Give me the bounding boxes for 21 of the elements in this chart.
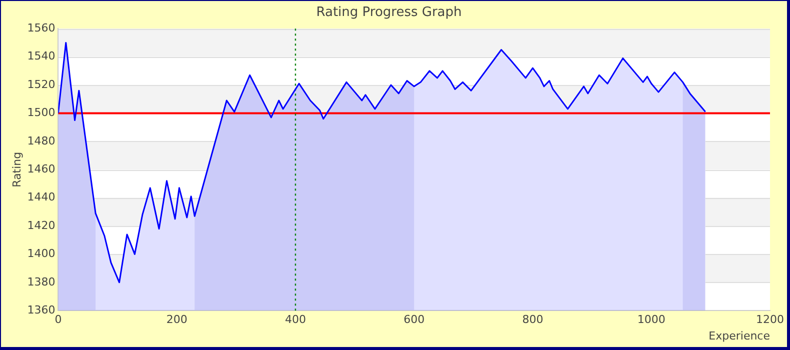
x-tick-label: 600 — [404, 313, 425, 326]
y-tick-label: 1420 — [27, 218, 56, 232]
y-tick-label: 1440 — [27, 190, 56, 204]
y-tick-label: 1480 — [27, 134, 56, 148]
x-tick-label: 1200 — [756, 313, 784, 326]
y-tick-label: 1400 — [27, 247, 56, 260]
x-tick-label: 800 — [522, 313, 544, 326]
x-axis-title: Experience — [708, 329, 770, 342]
x-tick-label: 400 — [284, 313, 306, 326]
x-tick-label: 200 — [166, 313, 188, 326]
y-tick-label: 1540 — [27, 50, 56, 63]
y-tick-label: 1360 — [27, 303, 56, 316]
y-tick-label: 1500 — [27, 106, 56, 120]
y-tick-label: 1560 — [27, 21, 56, 34]
x-tick-label: 1000 — [637, 313, 666, 326]
y-tick-label: 1520 — [27, 78, 56, 91]
y-axis-title: Rating — [10, 152, 24, 188]
y-tick-label: 1380 — [27, 275, 56, 288]
x-tick-label: 0 — [54, 313, 62, 326]
chart-title: Rating Progress Graph — [316, 5, 462, 20]
y-tick-label: 1460 — [27, 162, 56, 176]
